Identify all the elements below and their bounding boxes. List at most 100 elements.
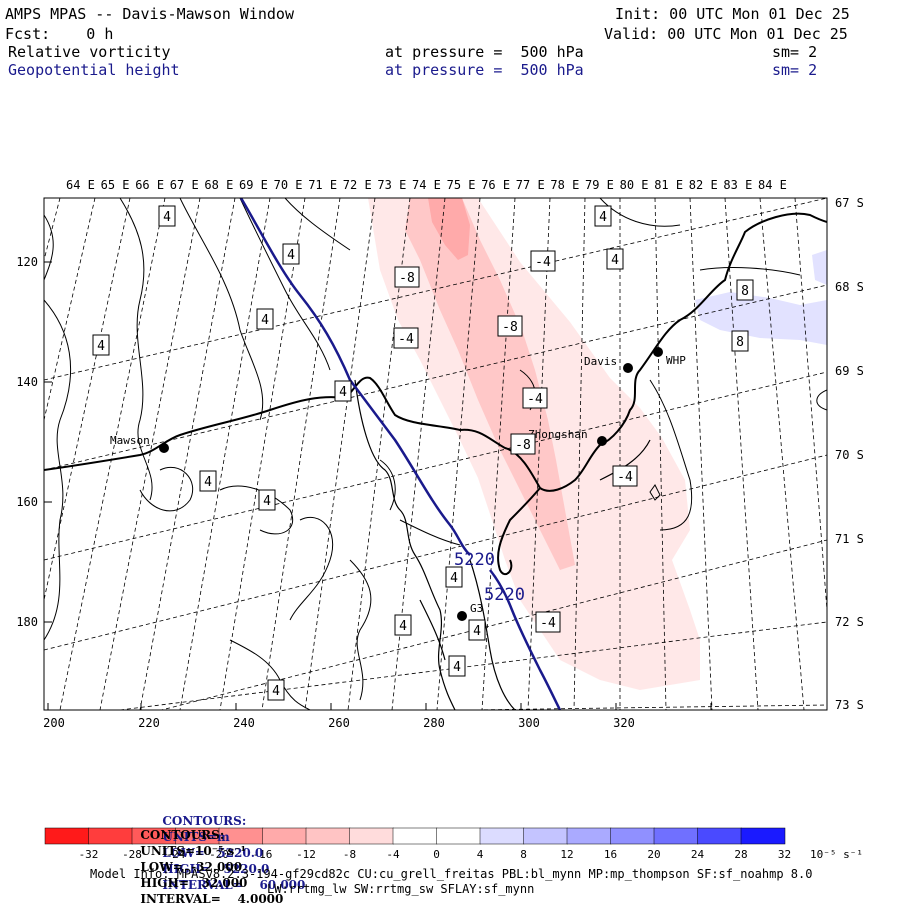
contour-label: -4 [527,392,543,407]
colorbar-label: -16 [253,848,273,861]
station-whp-marker [653,347,663,357]
vorticity-shading [368,198,827,690]
colorbar-swatch [610,827,655,845]
colorbar-label: 0 [433,848,440,861]
vorticity-contours [44,198,827,710]
latitude-labels: 67 S 68 S 69 S 70 S 71 S 72 S 73 S [835,196,864,712]
contour-label: 4 [261,313,269,328]
contour-label: 4 [272,684,280,699]
longitude-label: 82 E [689,178,718,192]
x-axis-labels: 200 220 240 260 280 300 320 [43,716,635,730]
vort-high: HIGH= 32.000 [140,876,248,890]
height-low: LOW= 5220.0 [162,846,264,860]
longitude-label: 74 E [412,178,441,192]
field-1-smoothing: sm= 2 [772,43,818,61]
contour-label: -8 [502,320,518,335]
station-mawson-marker [159,443,169,453]
longitude-label: 83 E [723,178,752,192]
plot-title: AMPS MPAS -- Davis-Mawson Window [5,5,294,23]
longitude-label: 84 E [758,178,787,192]
x-tick-label: 260 [328,716,350,730]
latitude-label: 68 S [835,280,864,294]
valid-time: Valid: 00 UTC Mon 01 Dec 25 [604,25,848,43]
field-2-smoothing: sm= 2 [772,61,818,79]
station-zhongshan-marker [597,436,607,446]
colorbar-swatch [436,827,481,845]
field-2-name: Geopotential height [8,61,180,79]
height-label: 5220 [454,550,495,570]
axis-ticks [44,261,712,710]
contour-label: 4 [97,339,105,354]
vorticity-labels: 4 4 4 4 4 4 4 4 4 4 4 4 4 4 -8 -4 -8 -4 … [92,205,754,701]
colorbar-label: 16 [604,848,617,861]
x-tick-label: 300 [518,716,540,730]
y-tick-label: 140 [16,375,38,389]
longitude-label: 81 E [654,178,683,192]
longitude-label: 77 E [516,178,545,192]
x-tick-label: 280 [423,716,445,730]
station-mawson-label: Mawson [110,434,150,447]
contour-label: 8 [736,335,744,350]
longitude-label: 80 E [620,178,649,192]
colorbar-swatch [740,827,786,845]
contour-label: -4 [398,332,414,347]
latitude-label: 73 S [835,698,864,712]
height-contour [239,198,562,710]
longitude-label: 68 E [204,178,233,192]
latitude-label: 72 S [835,615,864,629]
x-tick-label: 220 [138,716,160,730]
y-tick-label: 180 [16,615,38,629]
coastline [44,212,827,576]
longitude-label: 73 E [377,178,406,192]
contour-label: 4 [263,494,271,509]
longitude-label: 72 E [343,178,372,192]
longitude-label: 76 E [481,178,510,192]
longitude-label: 69 E [239,178,268,192]
plot-frame [43,197,828,711]
model-info-line-2: LW:rrtmg_lw SW:rrtmg_sw SFLAY:sf_mynn [267,882,535,896]
colorbar: -32 -28 -24 -20 -16 -12 -8 -4 0 4 8 12 16 20 24 28 32 10⁻… [44,827,863,861]
latitude-label: 67 S [835,196,864,210]
x-tick-label: 240 [233,716,255,730]
colorbar-label: 8 [520,848,527,861]
height-label: 5220 [484,585,525,605]
contour-label: 4 [473,624,481,639]
colorbar-swatch [697,827,742,845]
model-info-line-1: Model Info: MPASv8.2.3-194-gf29cd82c CU:… [90,867,813,881]
station-davis-label: Davis [584,355,617,368]
contour-label: -4 [617,470,633,485]
height-interval: INTERVAL= 60.000 [162,878,306,892]
contour-label: 4 [204,475,212,490]
vort-units: UNITS=10⁻⁵ s⁻¹ [140,844,246,858]
longitude-label: 78 E [550,178,579,192]
colorbar-label: -4 [386,848,400,861]
colorbar-swatch [653,827,699,845]
longitude-labels: 64 E 65 E 66 E 67 E 68 E 69 E 70 E 71 E 72 E 73 E… [66,178,787,192]
colorbar-label: 24 [691,848,705,861]
contour-label: 8 [741,284,749,299]
colorbar-label: 20 [647,848,660,861]
station-g3-label: G3 [470,602,483,615]
contour-label: 4 [453,660,461,675]
contour-label: 4 [287,248,295,263]
colorbar-swatch [305,827,351,845]
x-tick-label: 200 [43,716,65,730]
height-units: UNITS=m [162,830,230,844]
contour-label: 4 [399,619,407,634]
station-zhongshan-label: Zhongshan [528,428,588,441]
vort-fill-plus8 [695,292,827,345]
contour-label: -4 [535,255,551,270]
colorbar-label: -8 [343,848,356,861]
vorticity-contour-info: CONTOURS: UNITS=10⁻⁵ s⁻¹ LOW= -32.000 HI… [132,811,292,907]
contour-label: 4 [599,210,607,225]
contour-label: 4 [611,253,619,268]
colorbar-label: 12 [560,848,573,861]
field-2-pressure: at pressure = 500 hPa [385,61,584,79]
contour-label: -8 [399,271,415,286]
field-1-name: Relative vorticity [8,43,171,61]
longitude-label: 66 E [135,178,164,192]
forecast-hour: Fcst: 0 h [5,25,114,43]
y-tick-label: 160 [16,495,38,509]
longitude-label: 67 E [170,178,199,192]
